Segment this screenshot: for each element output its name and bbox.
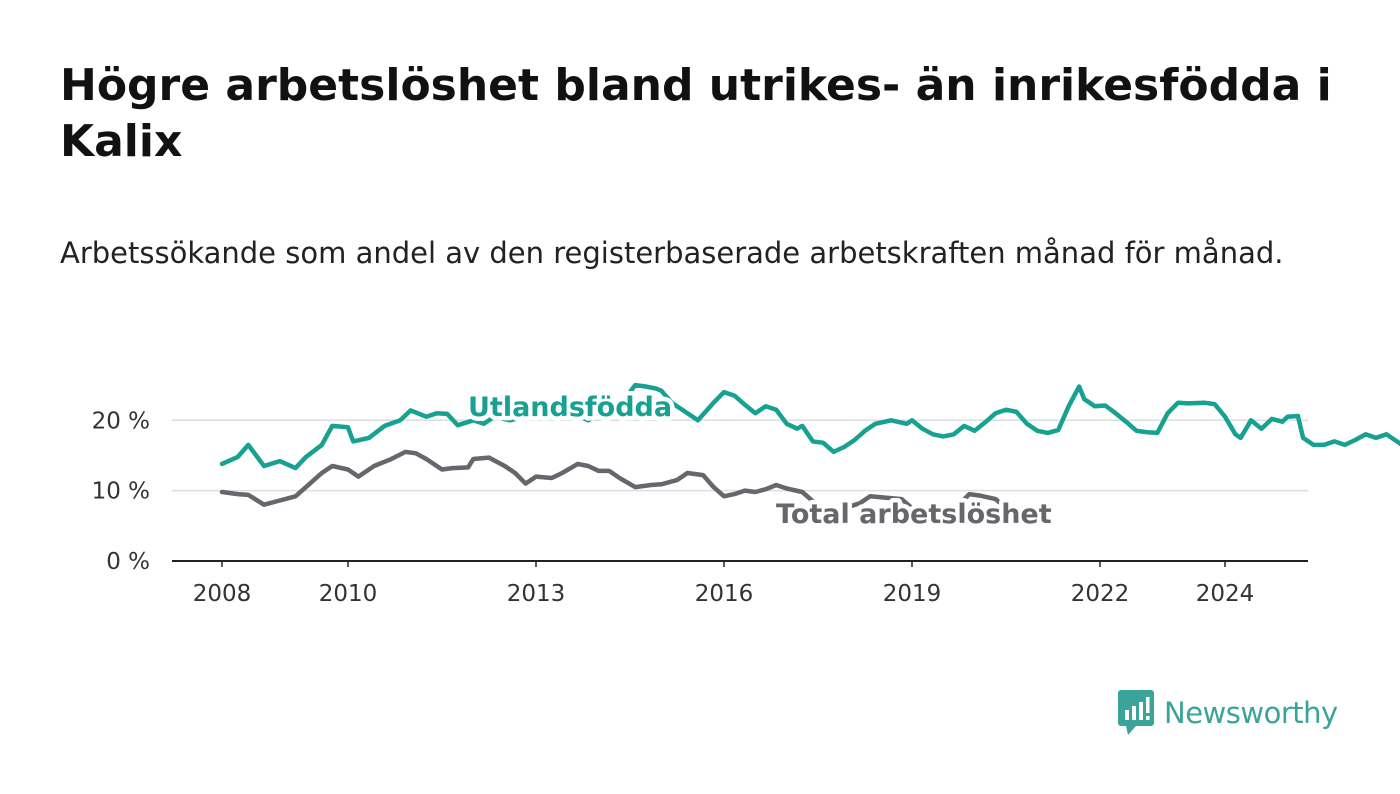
series-label-utlandsfodda-halo: Utlandsfödda xyxy=(468,392,672,423)
x-tick-label: 2010 xyxy=(319,581,378,607)
series-label-utlandsfodda: Utlandsfödda xyxy=(468,392,672,423)
x-tick-label: 2008 xyxy=(193,581,252,607)
series-label-total-halo: Total arbetslöshet xyxy=(776,499,1052,530)
chart-title: Högre arbetslöshet bland utrikes- än inr… xyxy=(60,60,1332,167)
x-tick-label: 2013 xyxy=(507,581,566,607)
series-line-total xyxy=(219,449,1040,518)
x-tick-label: 2022 xyxy=(1071,581,1130,607)
brand-name: Newsworthy xyxy=(1164,696,1338,730)
x-tick-label: 2019 xyxy=(883,581,942,607)
bar-chart-speech-bubble-icon xyxy=(1118,690,1154,735)
newsworthy-logo: Newsworthy xyxy=(1118,690,1338,736)
x-tick-label: 2016 xyxy=(695,581,754,607)
series-line-utlandsfodda xyxy=(219,382,1400,471)
x-tick-label: 2024 xyxy=(1196,581,1255,607)
series-label-total: Total arbetslöshet xyxy=(776,499,1052,530)
y-tick-label: 0 % xyxy=(106,549,150,575)
chart-subtitle: Arbetssökande som andel av den registerb… xyxy=(60,236,1284,270)
y-tick-label: 20 % xyxy=(92,408,150,434)
y-tick-label: 10 % xyxy=(92,479,150,505)
